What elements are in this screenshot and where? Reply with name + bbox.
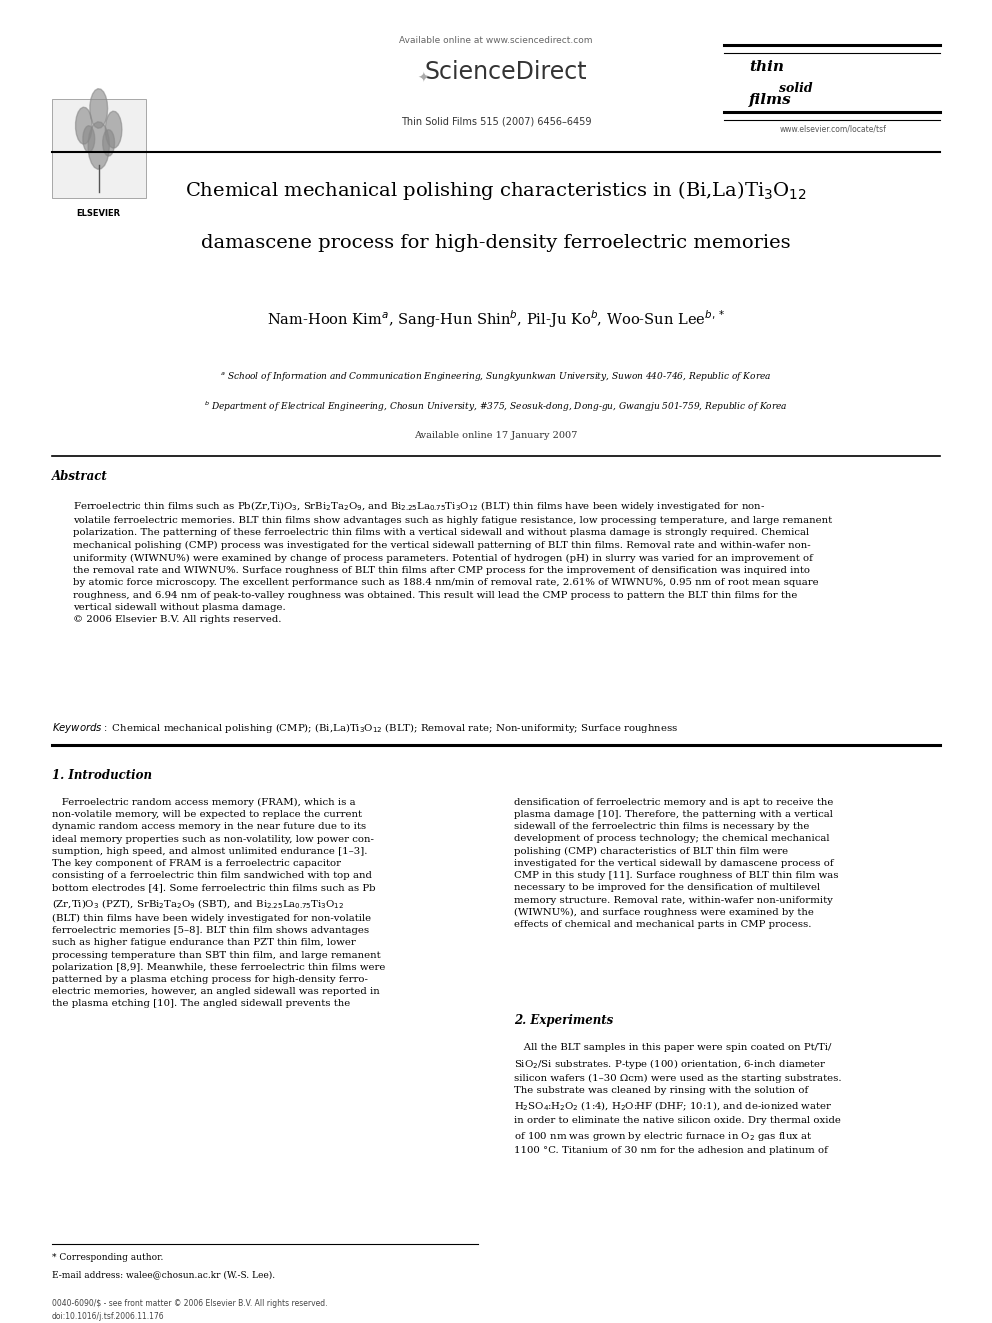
Text: * Corresponding author.: * Corresponding author. (52, 1253, 163, 1262)
Text: 0040-6090/$ - see front matter © 2006 Elsevier B.V. All rights reserved.: 0040-6090/$ - see front matter © 2006 El… (52, 1299, 327, 1308)
Text: ✦: ✦ (418, 71, 430, 86)
Text: E-mail address: walee@chosun.ac.kr (W.-S. Lee).: E-mail address: walee@chosun.ac.kr (W.-S… (52, 1270, 275, 1279)
Polygon shape (105, 111, 122, 148)
Text: doi:10.1016/j.tsf.2006.11.176: doi:10.1016/j.tsf.2006.11.176 (52, 1312, 165, 1322)
Polygon shape (103, 130, 115, 156)
Text: Ferroelectric random access memory (FRAM), which is a
non-volatile memory, will : Ferroelectric random access memory (FRAM… (52, 798, 385, 1008)
Text: Nam-Hoon Kim$^{a}$, Sang-Hun Shin$^{b}$, Pil-Ju Ko$^{b}$, Woo-Sun Lee$^{b,*}$: Nam-Hoon Kim$^{a}$, Sang-Hun Shin$^{b}$,… (267, 308, 725, 329)
Text: Thin Solid Films 515 (2007) 6456–6459: Thin Solid Films 515 (2007) 6456–6459 (401, 116, 591, 127)
Text: ELSEVIER: ELSEVIER (76, 209, 121, 218)
Text: damascene process for high-density ferroelectric memories: damascene process for high-density ferro… (201, 234, 791, 253)
Text: solid: solid (779, 82, 812, 95)
Text: $^{b}$ Department of Electrical Engineering, Chosun University, #375, Seosuk-don: $^{b}$ Department of Electrical Engineer… (204, 400, 788, 414)
Polygon shape (90, 89, 107, 128)
Text: $^{a}$ School of Information and Communication Engineering, Sungkyunkwan Univers: $^{a}$ School of Information and Communi… (220, 370, 772, 384)
Text: Available online at www.sciencedirect.com: Available online at www.sciencedirect.co… (399, 36, 593, 45)
Text: www.elsevier.com/locate/tsf: www.elsevier.com/locate/tsf (780, 124, 887, 134)
Bar (52, 99, 146, 198)
Text: All the BLT samples in this paper were spin coated on Pt/Ti/
SiO$_2$/Si substrat: All the BLT samples in this paper were s… (514, 1043, 841, 1155)
Text: Chemical mechanical polishing characteristics in (Bi,La)Ti$_3$O$_{12}$: Chemical mechanical polishing characteri… (186, 179, 806, 201)
Polygon shape (88, 122, 109, 169)
Polygon shape (75, 107, 92, 144)
Text: densification of ferroelectric memory and is apt to receive the
plasma damage [1: densification of ferroelectric memory an… (514, 798, 838, 929)
Text: thin: thin (749, 60, 784, 74)
Text: Ferroelectric thin films such as Pb(Zr,Ti)O$_3$, SrBi$_2$Ta$_2$O$_9$, and Bi$_{2: Ferroelectric thin films such as Pb(Zr,T… (73, 499, 832, 624)
Text: Abstract: Abstract (52, 470, 107, 483)
Text: films: films (749, 93, 792, 107)
Text: Available online 17 January 2007: Available online 17 January 2007 (415, 431, 577, 441)
Text: 2. Experiments: 2. Experiments (514, 1013, 613, 1027)
Text: $\it{Keywords:}$ Chemical mechanical polishing (CMP); (Bi,La)Ti$_3$O$_{12}$ (BLT: $\it{Keywords:}$ Chemical mechanical pol… (52, 721, 678, 736)
Polygon shape (83, 126, 95, 152)
Text: 1. Introduction: 1. Introduction (52, 769, 152, 782)
Text: ScienceDirect: ScienceDirect (425, 60, 587, 83)
